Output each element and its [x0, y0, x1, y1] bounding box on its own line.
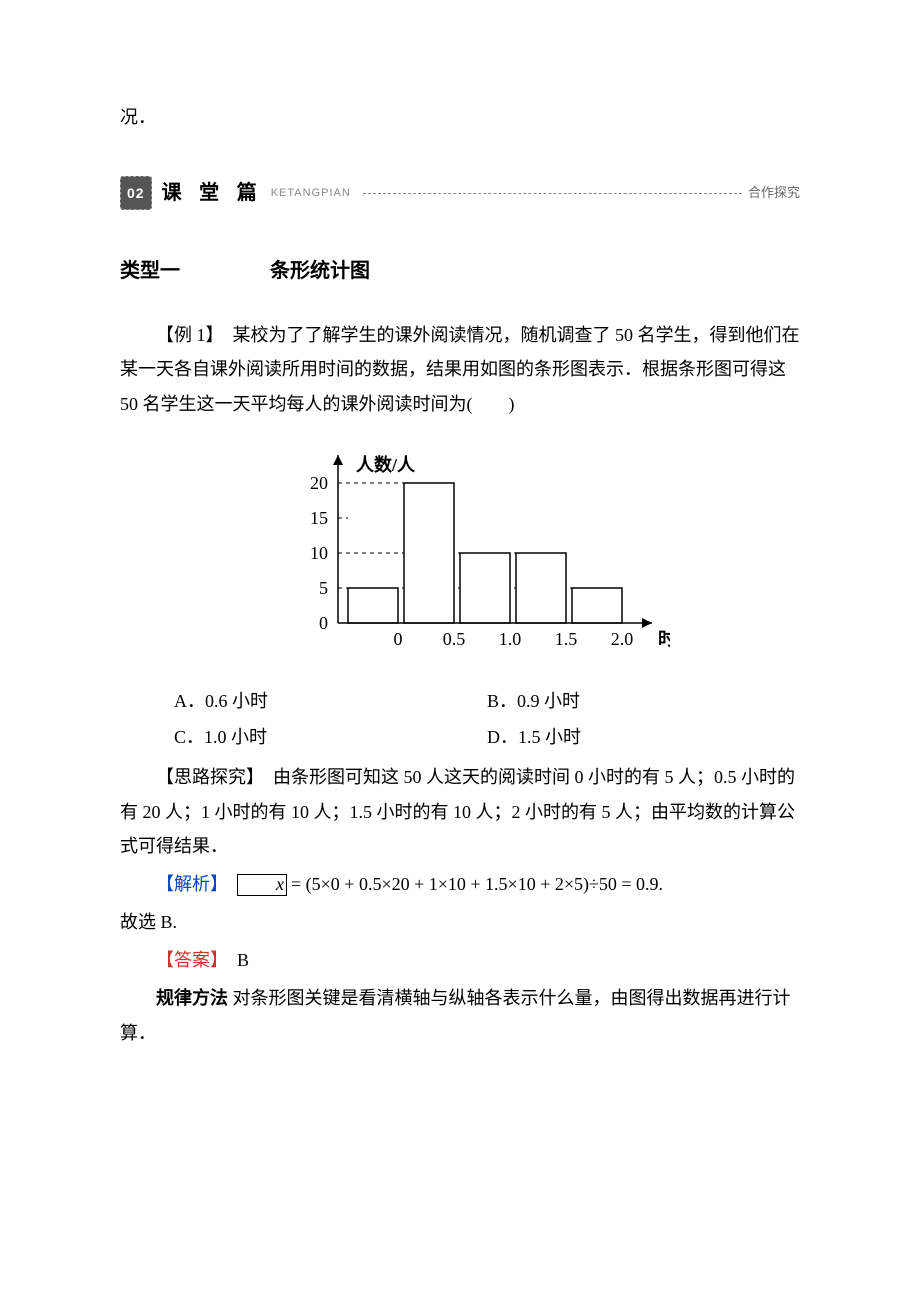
section-badge: 02 — [120, 176, 152, 211]
daan-value: B — [219, 950, 249, 970]
svg-text:10: 10 — [310, 543, 328, 563]
xbar-symbol: x — [237, 874, 287, 896]
example-text: 某校为了了解学生的课外阅读情况，随机调查了 50 名学生，得到他们在某一天各自课… — [120, 325, 800, 413]
option-d: D．1.5 小时 — [487, 720, 800, 754]
bar-chart: 0 5 10 15 20 0 0.5 1.0 1.5 2.0 人数/人时间/小时 — [120, 433, 800, 674]
svg-text:20: 20 — [310, 473, 328, 493]
jiexi-para: 【解析】 x= (5×0 + 0.5×20 + 1×10 + 1.5×10 + … — [120, 867, 800, 901]
option-c: C．1.0 小时 — [174, 720, 487, 754]
jiexi-formula: = (5×0 + 0.5×20 + 1×10 + 1.5×10 + 2×5)÷5… — [291, 874, 663, 894]
daan-tag: 【答案】 — [156, 950, 219, 970]
options-grid: A．0.6 小时 B．0.9 小时 C．1.0 小时 D．1.5 小时 — [120, 684, 800, 754]
guilv-para: 规律方法 对条形图关键是看清横轴与纵轴各表示什么量，由图得出数据再进行计算． — [120, 981, 800, 1049]
svg-text:人数/人: 人数/人 — [356, 454, 416, 475]
type-heading: 类型一 条形统计图 — [120, 252, 800, 290]
type-heading-right: 条形统计图 — [270, 260, 370, 282]
svg-text:2.0: 2.0 — [611, 629, 634, 649]
section-header: 02 课 堂 篇 KETANGPIAN 合作探究 — [120, 174, 800, 212]
svg-text:1.5: 1.5 — [555, 629, 578, 649]
svg-text:1.0: 1.0 — [499, 629, 522, 649]
svg-text:时间/小时: 时间/小时 — [658, 629, 670, 649]
leading-fragment: 况． — [120, 100, 800, 134]
daan-para: 【答案】 B — [120, 943, 800, 977]
svg-text:0.5: 0.5 — [443, 629, 466, 649]
option-a: A．0.6 小时 — [174, 684, 487, 718]
jiexi-tail: 故选 B. — [120, 905, 800, 939]
jiexi-tag: 【解析】 — [156, 874, 219, 894]
example-para: 【例 1】 某校为了了解学生的课外阅读情况，随机调查了 50 名学生，得到他们在… — [120, 318, 800, 421]
svg-text:5: 5 — [319, 578, 328, 598]
section-title-pinyin: KETANGPIAN — [271, 183, 351, 204]
option-b: B．0.9 小时 — [487, 684, 800, 718]
type-heading-left: 类型一 — [120, 260, 180, 282]
divider-dashed — [363, 193, 742, 194]
silu-para: 【思路探究】 由条形图可知这 50 人这天的阅读时间 0 小时的有 5 人；0.… — [120, 760, 800, 863]
silu-tag: 【思路探究】 — [156, 767, 255, 787]
section-tail: 合作探究 — [748, 181, 800, 206]
bar-chart-svg: 0 5 10 15 20 0 0.5 1.0 1.5 2.0 人数/人时间/小时 — [250, 433, 670, 663]
svg-text:0: 0 — [319, 613, 328, 633]
section-title-cn: 课 堂 篇 — [162, 174, 263, 212]
example-tag: 【例 1】 — [156, 325, 215, 345]
svg-text:0: 0 — [394, 629, 403, 649]
guilv-tag: 规律方法 — [156, 988, 228, 1008]
svg-text:15: 15 — [310, 508, 328, 528]
